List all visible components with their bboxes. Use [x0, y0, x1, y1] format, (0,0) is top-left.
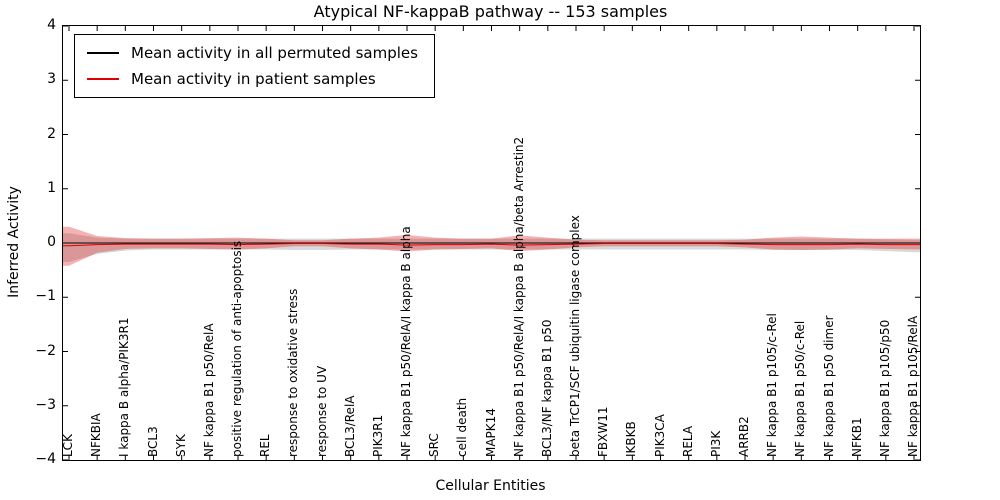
x-tick-label: ARRB2: [737, 416, 751, 457]
x-tick-label: BCL3/NF kappa B1 p50: [539, 319, 554, 457]
x-tick-label: BCL3: [145, 426, 160, 457]
x-tick-label: response to UV: [314, 365, 329, 457]
x-tick-label: FBXW11: [596, 406, 611, 458]
legend-entry-permuted: Mean activity in all permuted samples: [87, 44, 418, 62]
legend: Mean activity in all permuted samples Me…: [74, 34, 435, 98]
x-tick-label: SYK: [173, 434, 188, 457]
legend-label-permuted: Mean activity in all permuted samples: [131, 44, 418, 62]
x-axis-label: Cellular Entities: [435, 478, 546, 494]
x-tick-label: BCL3/RelA: [342, 395, 357, 458]
mean-activity-in-patient-samples-line: [63, 243, 920, 247]
chart-title: Atypical NF-kappaB pathway -- 153 sample…: [313, 2, 668, 21]
x-tick-label: PIK3CA: [652, 414, 667, 457]
x-tick-label: NFKB1: [849, 417, 864, 457]
x-tick-label: response to oxidative stress: [286, 288, 301, 457]
x-tick-label: PIK3R1: [370, 414, 385, 457]
x-tick-label: LCK: [61, 434, 75, 457]
x-tick-label: I kappa B alpha/PIK3R1: [117, 317, 132, 457]
legend-line-patient-icon: [87, 78, 119, 80]
y-tick-label: 2: [47, 125, 56, 142]
y-tick-label: 3: [47, 71, 56, 88]
permuted-samples-range-band: [63, 233, 920, 262]
x-tick-label: SRC: [427, 433, 442, 457]
chart-canvas: [63, 26, 920, 460]
x-tick-label: NF kappa B1 p50 dimer: [821, 315, 836, 457]
legend-line-permuted-icon: [87, 52, 119, 54]
y-tick-label: −2: [35, 342, 56, 359]
legend-entry-patient: Mean activity in patient samples: [87, 70, 418, 88]
x-tick-label: MAPK14: [483, 408, 498, 457]
x-tick-label: positive regulation of anti-apoptosis: [230, 240, 244, 457]
x-tick-label: PI3K: [708, 430, 723, 457]
x-tick-label: NF kappa B1 p50/RelA/I kappa B alpha/bet…: [511, 136, 526, 457]
y-tick-label: 1: [47, 179, 56, 196]
x-tick-label: cell death: [455, 397, 470, 457]
legend-label-patient: Mean activity in patient samples: [131, 70, 376, 88]
x-tick-label: beta TrCP1/SCF ubiquitin ligase complex: [568, 215, 582, 457]
x-tick-label: REL: [258, 434, 273, 457]
x-tick-label: NFKBIA: [89, 413, 104, 457]
x-tick-label: NF kappa B1 p105/p50: [877, 319, 892, 457]
x-tick-label: NF kappa B1 p50/RelA: [201, 323, 216, 457]
y-tick-label: 4: [47, 17, 56, 33]
patient-samples-range-band: [63, 226, 920, 266]
x-tick-label: RELA: [680, 425, 695, 457]
x-tick-label: NF kappa B1 p50/c-Rel: [793, 320, 808, 457]
x-tick-label: IKBKB: [624, 421, 639, 457]
x-tick-label: NF kappa B1 p105/RelA: [906, 315, 920, 457]
y-tick-label: −4: [35, 451, 56, 467]
x-tick-label: NF kappa B1 p50/RelA/I kappa B alpha: [399, 226, 413, 457]
y-tick-label: 0: [47, 234, 56, 250]
x-tick-label: NF kappa B1 p105/c-Rel: [765, 313, 780, 457]
y-tick-label: −3: [35, 396, 56, 413]
y-tick-label: −1: [35, 288, 56, 305]
plot-area: Mean activity in all permuted samples Me…: [61, 25, 921, 461]
